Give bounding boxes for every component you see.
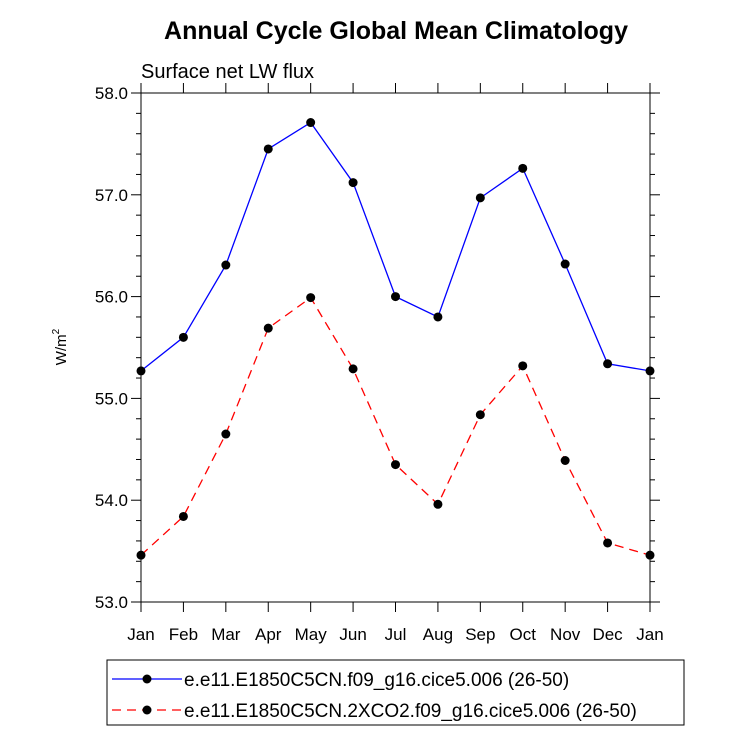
series-1-point: [306, 118, 316, 128]
series-1-point: [475, 193, 485, 203]
series-2-point: [178, 511, 188, 521]
x-tick-label: Nov: [550, 625, 581, 644]
x-tick-label: Dec: [592, 625, 623, 644]
y-tick-label: 56.0: [95, 288, 128, 307]
y-axis-label-unit: W/m: [53, 334, 70, 365]
legend-box: [106, 659, 685, 726]
y-tick-label: 57.0: [95, 186, 128, 205]
x-tick-label: Jul: [385, 625, 407, 644]
series-1-point: [560, 259, 570, 269]
plot-frame: [140, 92, 651, 603]
x-tick-label: Feb: [169, 625, 198, 644]
x-tick-label: Sep: [465, 625, 495, 644]
y-tick-label: 53.0: [95, 593, 128, 612]
x-tick-label: Jan: [127, 625, 154, 644]
series-1-point: [221, 260, 231, 270]
legend-label-1: e.e11.E1850C5CN.f09_g16.cice5.006 (26-50…: [184, 670, 569, 691]
series-line-2: [140, 296, 651, 556]
x-tick-label: Jun: [339, 625, 366, 644]
series-2-point: [221, 429, 231, 439]
y-tick-label: 54.0: [95, 491, 128, 510]
x-tick-label: Aug: [423, 625, 453, 644]
series-1-point: [603, 359, 613, 369]
legend-marker-2: [142, 705, 152, 715]
legend-marker-1: [142, 674, 152, 684]
svg-text:W/m2: W/m2: [51, 328, 70, 365]
y-axis-label: W/m2: [51, 328, 70, 365]
series-1-point: [348, 178, 358, 188]
series-line-1: [140, 121, 651, 372]
x-tick-label: May: [295, 625, 328, 644]
series-1-point: [391, 292, 400, 302]
series-2-point: [306, 293, 316, 303]
series-2-point: [475, 410, 485, 420]
series-2-point: [263, 323, 273, 333]
series-2-point: [348, 364, 358, 374]
series-1-point: [263, 144, 273, 154]
y-tick-label: 58.0: [95, 84, 128, 103]
series-2-point: [518, 361, 528, 371]
y-axis-label-superscript: 2: [51, 328, 62, 334]
x-tick-label: Mar: [211, 625, 241, 644]
series-1-point: [433, 312, 443, 322]
series-2-point: [391, 460, 400, 470]
x-tick-label: Jan: [636, 625, 663, 644]
series-2-point: [603, 538, 613, 548]
x-tick-label: Oct: [510, 625, 537, 644]
legend-label-2: e.e11.E1850C5CN.2XCO2.f09_g16.cice5.006 …: [184, 701, 637, 722]
chart-title: Annual Cycle Global Mean Climatology: [164, 17, 628, 45]
chart-subtitle: Surface net LW flux: [141, 61, 314, 83]
x-tick-label: Apr: [255, 625, 282, 644]
legend: e.e11.E1850C5CN.f09_g16.cice5.006 (26-50…: [106, 659, 685, 726]
series-2-point: [433, 499, 443, 509]
series-1-point: [518, 163, 528, 173]
y-tick-label: 55.0: [95, 389, 128, 408]
series-1-point: [178, 332, 188, 342]
series-2-point: [560, 455, 570, 465]
